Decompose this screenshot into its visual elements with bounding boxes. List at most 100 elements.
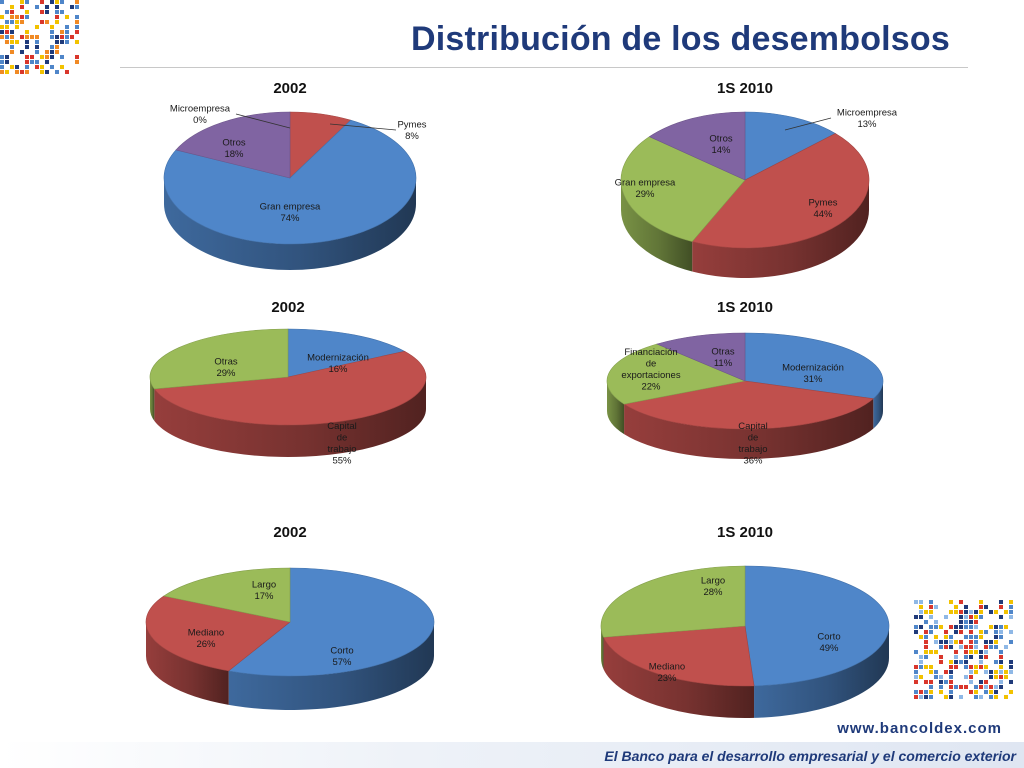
mosaic-tile <box>944 630 948 634</box>
chart-panel-company-2002: 2002 Microempresa 0% Pymes 8% Gran empresa 74… <box>140 78 440 288</box>
slice-label-capital-de-trabajo: de <box>748 432 759 443</box>
slice-pct-corto: 49% <box>819 643 839 654</box>
mosaic-tile <box>964 645 968 649</box>
pie-slice-corto <box>227 567 435 677</box>
mosaic-tile <box>75 5 79 9</box>
mosaic-tile <box>969 650 973 654</box>
mosaic-tile <box>50 45 54 49</box>
mosaic-tile <box>60 55 64 59</box>
mosaic-tile <box>984 650 988 654</box>
slice-pct-largo: 28% <box>703 587 723 598</box>
mosaic-tile <box>994 685 998 689</box>
mosaic-tile <box>924 680 928 684</box>
slice-label-financiacion-de-exportaciones: exportaciones <box>621 370 680 381</box>
slice-label-otros: Otros <box>222 137 245 148</box>
pie-side-walls <box>150 377 427 457</box>
mosaic-tile <box>979 660 983 664</box>
mosaic-tile <box>35 65 39 69</box>
mosaic-tile <box>954 665 958 669</box>
mosaic-tile <box>0 15 4 19</box>
mosaic-tile <box>954 660 958 664</box>
mosaic-tile <box>40 10 44 14</box>
mosaic-tile <box>934 605 938 609</box>
slice-pct-gran-empresa: 74% <box>280 213 300 224</box>
mosaic-tile <box>929 630 933 634</box>
mosaic-tile <box>35 50 39 54</box>
mosaic-tile <box>55 0 59 4</box>
pie-side-gran-empresa <box>621 180 693 272</box>
pie-side-walls <box>621 180 869 278</box>
mosaic-tile <box>40 0 44 4</box>
mosaic-tile <box>999 650 1003 654</box>
mosaic-tile <box>979 610 983 614</box>
mosaic-tile <box>949 645 953 649</box>
chart-title: 2002 <box>271 299 305 316</box>
mosaic-tile <box>1004 625 1008 629</box>
mosaic-tile <box>5 35 9 39</box>
slice-label-gran-empresa: Gran empresa <box>260 201 321 212</box>
mosaic-tile <box>30 60 34 64</box>
pie-side-corto <box>228 622 434 710</box>
mosaic-tile <box>0 65 4 69</box>
slice-pct-largo: 17% <box>254 591 274 602</box>
mosaic-tile <box>944 695 948 699</box>
mosaic-tile <box>914 650 918 654</box>
pie-slice-largo <box>163 567 291 623</box>
pie-slice-otros <box>175 111 291 179</box>
mosaic-tile <box>984 665 988 669</box>
mosaic-tile <box>1004 675 1008 679</box>
slice-pct-mediano: 26% <box>196 639 216 650</box>
mosaic-tile <box>10 65 14 69</box>
mosaic-tile <box>50 25 54 29</box>
mosaic-tile <box>65 30 69 34</box>
pie-slice-modernizacion <box>287 328 406 378</box>
pie-slice-modernizacion <box>744 332 884 399</box>
slice-label-capital-de-trabajo: trabajo <box>327 444 356 455</box>
mosaic-tile <box>949 665 953 669</box>
slice-pct-capital-de-trabajo: 36% <box>743 455 763 466</box>
mosaic-tile <box>969 630 973 634</box>
mosaic-tile <box>50 65 54 69</box>
mosaic-tile <box>70 5 74 9</box>
mosaic-tile <box>914 680 918 684</box>
mosaic-tile <box>65 25 69 29</box>
mosaic-tile <box>994 695 998 699</box>
mosaic-tile <box>60 30 64 34</box>
mosaic-tile <box>10 35 14 39</box>
mosaic-tile <box>45 60 49 64</box>
mosaic-tile <box>964 655 968 659</box>
logo-mosaic-top-left <box>0 0 79 74</box>
mosaic-tile <box>964 685 968 689</box>
pie-slice-pymes <box>691 133 870 249</box>
mosaic-tile <box>999 625 1003 629</box>
mosaic-tile <box>25 30 29 34</box>
mosaic-tile <box>959 620 963 624</box>
mosaic-tile <box>979 615 983 619</box>
mosaic-tile <box>959 625 963 629</box>
mosaic-tile <box>55 40 59 44</box>
mosaic-tile <box>974 650 978 654</box>
leader-line-microempresa <box>235 113 291 129</box>
mosaic-tile <box>0 0 4 4</box>
mosaic-tile <box>1009 660 1013 664</box>
mosaic-tile <box>959 610 963 614</box>
mosaic-tile <box>5 40 9 44</box>
mosaic-tile <box>959 660 963 664</box>
mosaic-tile <box>999 655 1003 659</box>
mosaic-tile <box>40 55 44 59</box>
mosaic-tile <box>984 640 988 644</box>
mosaic-tile <box>959 695 963 699</box>
mosaic-tile <box>10 30 14 34</box>
pie-side-capital-de-trabajo <box>624 398 874 459</box>
mosaic-tile <box>944 680 948 684</box>
mosaic-tile <box>924 650 928 654</box>
pie-side-walls <box>607 381 883 459</box>
mosaic-tile <box>25 35 29 39</box>
mosaic-tile <box>60 40 64 44</box>
pie-slice-largo <box>600 565 746 638</box>
mosaic-tile <box>994 630 998 634</box>
mosaic-tile <box>984 680 988 684</box>
mosaic-tile <box>944 670 948 674</box>
mosaic-tile <box>20 20 24 24</box>
slice-pct-corto: 57% <box>332 657 352 668</box>
